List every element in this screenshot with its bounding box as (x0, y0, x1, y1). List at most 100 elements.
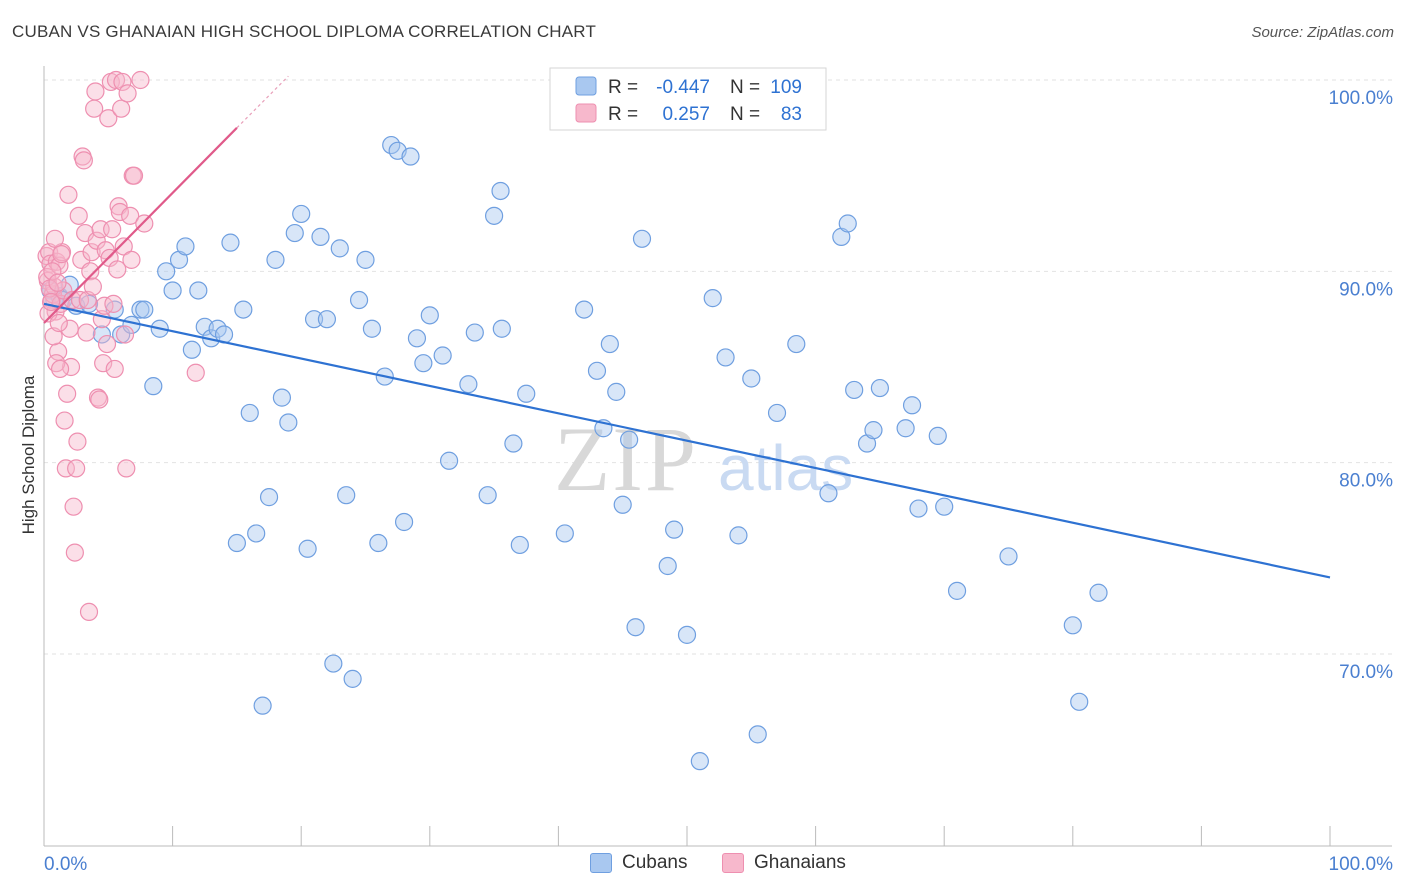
cubans-point (337, 486, 356, 505)
legend-n-value-1: 109 (770, 77, 802, 98)
y-tick-label: 100.0% (1329, 88, 1394, 109)
tick-labels: 70.0% 80.0% 90.0% 100.0% 0.0% 100.0% (44, 88, 1393, 875)
cubans-point (703, 289, 722, 308)
ghanaians-point (74, 151, 93, 170)
cubans-point (92, 325, 111, 344)
cubans-point (665, 520, 684, 539)
cubans-point (626, 618, 645, 637)
ghanaians-point (121, 206, 140, 225)
ghanaians-point (104, 294, 123, 313)
cubans-point (131, 300, 150, 319)
cubans-point (433, 346, 452, 365)
ghanaians-point (99, 109, 118, 128)
cubans-point (369, 533, 388, 553)
cubans-point (510, 535, 529, 555)
ghanaians-legend-swatch (722, 853, 744, 873)
cubans-point (491, 181, 510, 201)
ghanaians-point (122, 250, 141, 269)
cubans-point (517, 384, 536, 403)
chart-source: Source: ZipAtlas.com (1251, 24, 1394, 41)
stats-legend: R = -0.447 N = 109 R = 0.257 N = 83 (549, 67, 827, 131)
legend-item-ghanaians[interactable]: Ghanaians (722, 852, 846, 874)
cubans-point (163, 281, 182, 300)
y-axis-label: High School Diploma (19, 375, 38, 534)
ghanaians-point (38, 267, 57, 287)
cubans-point (928, 426, 947, 445)
cubans-point (716, 348, 735, 367)
cubans-point (690, 752, 709, 771)
ghanaians-point (90, 390, 109, 409)
watermark-zip: ZIP (554, 408, 698, 510)
ghanaians-point (77, 323, 96, 342)
ghanaians-point (56, 459, 75, 478)
cubans-point (729, 526, 748, 545)
cubans-legend-swatch (590, 853, 612, 873)
ghanaians-point (106, 70, 126, 90)
ghanaians-point (103, 220, 122, 239)
ghanaians-legend-label: Ghanaians (754, 852, 846, 873)
cubans-legend-label: Cubans (622, 852, 688, 873)
ghanaians-point (59, 185, 78, 204)
ghanaians-point (68, 432, 87, 451)
y-tick-label: 80.0% (1339, 471, 1393, 492)
ghanaians-point (110, 202, 129, 222)
grid-lines (44, 79, 1392, 655)
cubans-point (343, 669, 362, 688)
cubans-point (317, 310, 337, 329)
cubans-point (304, 310, 324, 329)
cubans-point (311, 227, 330, 246)
ghanaians-trend-extension (236, 75, 289, 129)
bottom-legend: Cubans Ghanaians (0, 850, 1406, 880)
cubans-point (285, 223, 304, 243)
cubans-point (748, 725, 767, 744)
cubans-point (234, 300, 253, 319)
ghanaians-point (67, 459, 86, 478)
cubans-swatch (575, 76, 597, 96)
cubans-point (330, 239, 349, 258)
cubans-point (632, 229, 652, 248)
cubans-point (1063, 616, 1082, 635)
cubans-point (947, 581, 967, 600)
ghanaians-point (114, 237, 133, 256)
cubans-point (896, 419, 915, 438)
ghanaians-point (131, 70, 150, 90)
ghanaians-point (115, 325, 135, 344)
cubans-point (607, 382, 626, 401)
ghanaians-point (58, 384, 77, 403)
cubans-point (324, 654, 343, 673)
ghanaians-point (41, 292, 61, 312)
cubans-point (279, 413, 298, 432)
cubans-point (144, 377, 163, 396)
cubans-point (247, 524, 266, 543)
trend-lines (43, 75, 1331, 579)
ghanaians-point (65, 543, 84, 562)
chart-title: CUBAN VS GHANAIAN HIGH SCHOOL DIPLOMA CO… (12, 22, 597, 41)
cubans-point (658, 556, 677, 576)
cubans-point (909, 499, 928, 518)
ghanaians-point (49, 313, 68, 333)
cubans-point (362, 319, 382, 338)
ghanaians-point (63, 290, 82, 310)
cubans-point (253, 696, 272, 715)
ghanaians-point (95, 296, 114, 315)
cubans-point (272, 388, 292, 407)
cubans-point (240, 403, 259, 423)
cubans-point (459, 375, 478, 394)
cubans-point (587, 361, 607, 380)
cubans-point (620, 430, 639, 449)
ghanaians-point (82, 243, 101, 262)
ghanaians-point (55, 411, 74, 430)
cubans-point (176, 237, 195, 256)
ghanaians-point (105, 359, 124, 379)
cubans-point (135, 300, 154, 319)
ghanaians-points (37, 70, 205, 622)
ghanaians-point (48, 273, 67, 292)
cubans-points (41, 135, 1108, 771)
ghanaians-point (45, 229, 65, 248)
ghanaians-point (117, 459, 136, 478)
legend-item-cubans[interactable]: Cubans (590, 852, 688, 874)
cubans-point (613, 495, 632, 514)
cubans-point (492, 319, 511, 338)
ghanaians-point (113, 72, 132, 92)
cubans-point (864, 421, 883, 440)
